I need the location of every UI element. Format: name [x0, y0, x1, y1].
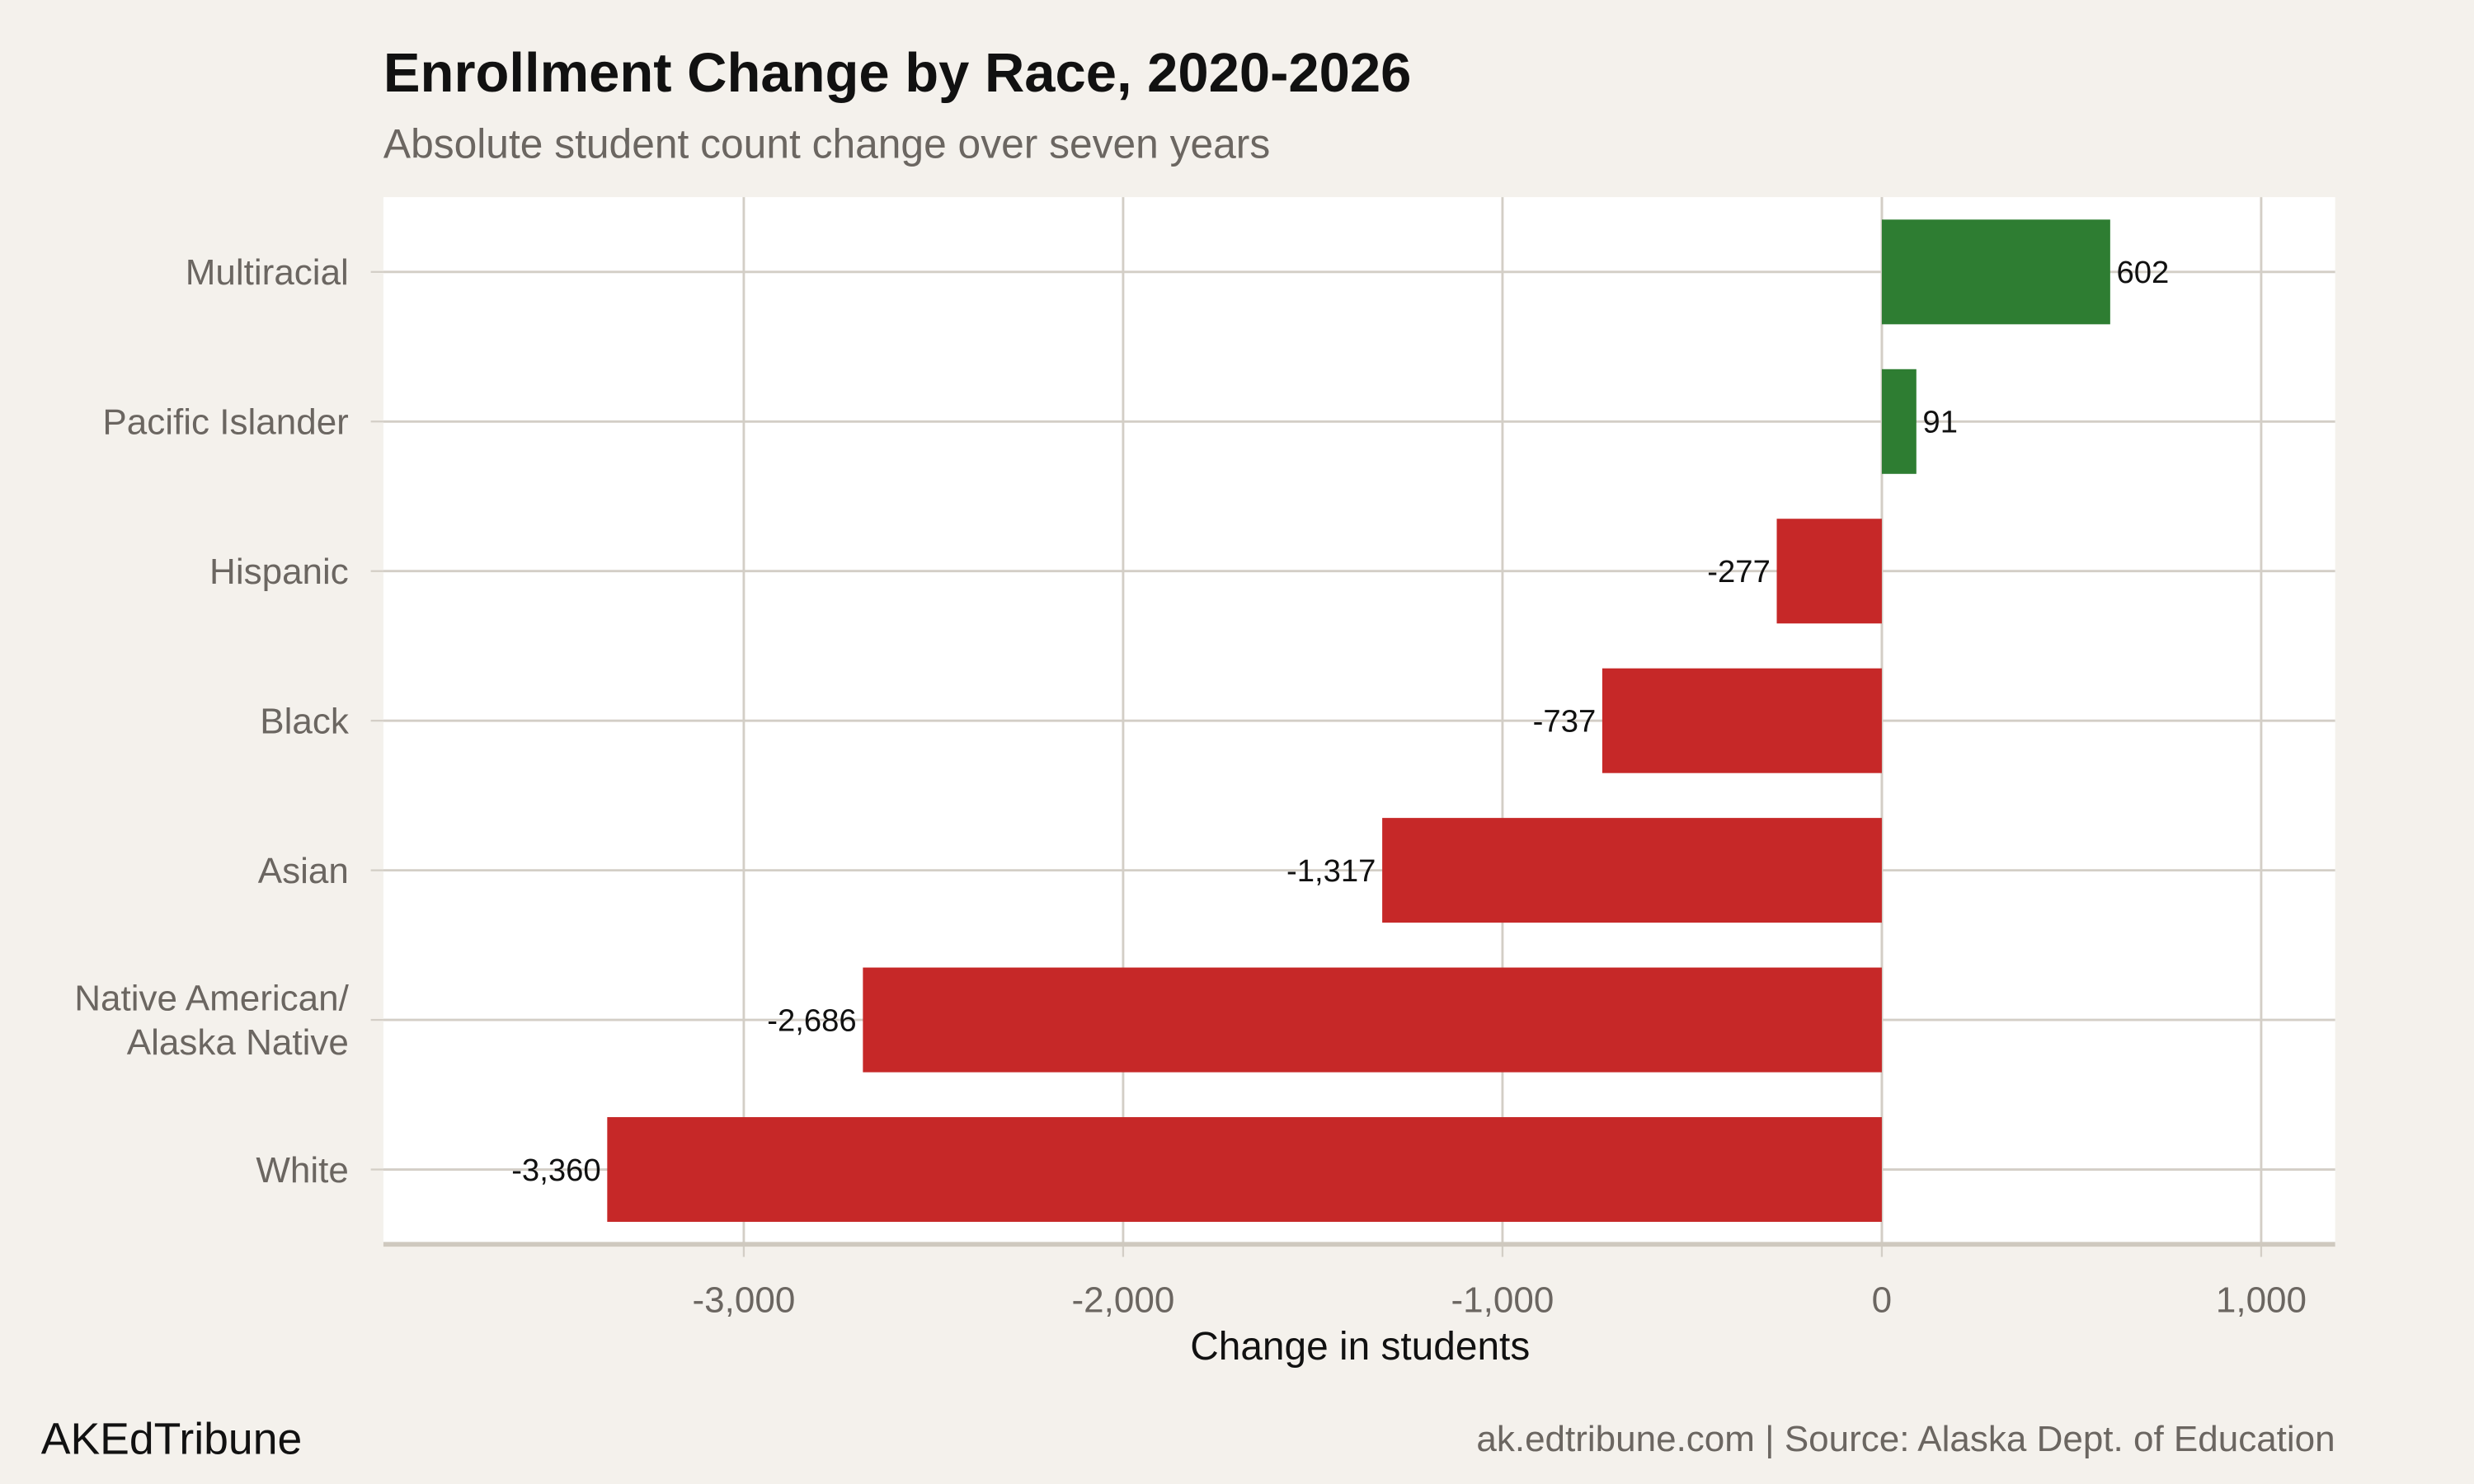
- y-tick-label: Pacific Islander: [102, 402, 348, 443]
- x-tick-label: -2,000: [1072, 1280, 1175, 1321]
- y-tick-label-line: Multiracial: [186, 252, 349, 293]
- x-axis-title: Change in students: [1190, 1325, 1530, 1369]
- data-label: 91: [1922, 405, 1958, 440]
- bar-black: [1602, 668, 1882, 773]
- x-tick-label: 0: [1872, 1280, 1892, 1321]
- bar-pacific-islander: [1881, 369, 1917, 474]
- y-tick-label-line: Black: [260, 701, 350, 741]
- x-tick-label: -3,000: [693, 1280, 796, 1321]
- x-axis-ticks: -3,000 -2,000 -1,000 0 1,000: [693, 1244, 2307, 1320]
- x-tick-label: -1,000: [1451, 1280, 1554, 1321]
- y-tick-label-line: Hispanic: [209, 552, 349, 592]
- y-axis-labels: Multiracial Pacific Islander Hispanic Black…: [74, 252, 383, 1190]
- bar-white: [607, 1117, 1882, 1223]
- x-tick-label: 1,000: [2216, 1280, 2307, 1321]
- y-tick-label: Black: [260, 701, 350, 741]
- y-tick-label-line: Asian: [258, 851, 349, 891]
- bar-native-american-alaska-native: [863, 967, 1882, 1073]
- bar-multiracial: [1881, 219, 2110, 325]
- bar-hispanic: [1776, 519, 1882, 624]
- y-tick-label-line: Alaska Native: [127, 1022, 349, 1063]
- bars: [607, 219, 2110, 1223]
- y-tick-label-line: White: [256, 1150, 348, 1190]
- bar-asian: [1382, 818, 1882, 923]
- chart-subtitle: Absolute student count change over seven…: [383, 120, 1270, 167]
- data-label: -1,317: [1286, 853, 1376, 889]
- data-label: -2,686: [767, 1003, 856, 1038]
- y-tick-label: Asian: [258, 851, 349, 891]
- chart-title: Enrollment Change by Race, 2020-2026: [383, 42, 1411, 104]
- y-tick-label: Multiracial: [186, 252, 349, 293]
- y-tick-label-line: Pacific Islander: [102, 402, 348, 443]
- data-label: -3,360: [511, 1153, 600, 1188]
- data-label: 602: [2117, 255, 2170, 290]
- y-tick-label: White: [256, 1150, 348, 1190]
- data-labels: 602 91 -277 -737 -1,317 -2,686 -3,360: [511, 255, 2169, 1188]
- y-tick-label-line: Native American/: [74, 979, 349, 1019]
- y-tick-label: Hispanic: [209, 552, 349, 592]
- source-note: ak.edtribune.com | Source: Alaska Dept. …: [1476, 1419, 2335, 1459]
- data-label: -277: [1707, 554, 1771, 589]
- brand-label: AKEdTribune: [41, 1416, 303, 1464]
- data-label: -737: [1533, 704, 1597, 740]
- y-tick-label: Native American/Alaska Native: [74, 979, 349, 1064]
